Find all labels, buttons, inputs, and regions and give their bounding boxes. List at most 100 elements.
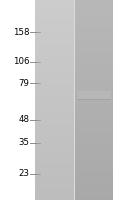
Bar	[35, 166, 73, 167]
Bar	[35, 74, 73, 75]
Bar	[35, 135, 73, 136]
Bar	[77, 97, 111, 100]
Bar	[35, 141, 73, 142]
Bar	[77, 95, 111, 100]
Bar	[35, 118, 73, 119]
Bar	[74, 152, 113, 153]
Bar	[35, 57, 73, 58]
Bar	[74, 112, 113, 113]
Bar	[74, 83, 113, 84]
Bar	[77, 95, 111, 100]
Bar	[35, 129, 73, 130]
Bar	[74, 199, 113, 200]
Bar	[35, 5, 73, 6]
Bar	[35, 149, 73, 150]
Bar	[74, 66, 113, 67]
Bar	[35, 96, 73, 97]
Bar	[35, 194, 73, 195]
Bar	[35, 45, 73, 46]
Bar	[77, 99, 111, 100]
Bar	[77, 96, 111, 100]
Bar	[35, 128, 73, 129]
Bar	[74, 36, 113, 37]
Bar	[74, 87, 113, 88]
Bar	[74, 118, 113, 119]
Bar	[74, 182, 113, 183]
Bar	[35, 39, 73, 40]
Bar	[35, 92, 73, 93]
Bar	[77, 93, 111, 100]
Bar	[74, 171, 113, 172]
Bar	[35, 94, 73, 95]
Bar	[35, 143, 73, 144]
Bar	[74, 148, 113, 149]
Bar	[35, 58, 73, 59]
Bar	[74, 168, 113, 169]
Bar	[35, 43, 73, 44]
Bar	[35, 69, 73, 70]
Bar	[35, 164, 73, 165]
Bar	[35, 72, 73, 73]
Bar	[77, 95, 111, 100]
Bar	[35, 80, 73, 81]
Bar	[74, 167, 113, 168]
Bar	[35, 196, 73, 197]
Bar	[35, 187, 73, 188]
Bar	[74, 64, 113, 65]
Bar	[74, 196, 113, 197]
Bar	[35, 63, 73, 64]
Bar	[35, 10, 73, 11]
Bar	[35, 23, 73, 24]
Bar	[35, 42, 73, 43]
Bar	[35, 113, 73, 114]
Bar	[35, 116, 73, 117]
Bar	[35, 44, 73, 45]
Bar	[74, 143, 113, 144]
Bar	[74, 181, 113, 182]
Bar	[74, 94, 113, 95]
Bar	[74, 114, 113, 115]
Bar	[35, 101, 73, 102]
Bar	[35, 25, 73, 26]
Bar	[74, 186, 113, 187]
Bar	[77, 93, 111, 99]
Bar	[35, 183, 73, 184]
Bar	[35, 136, 73, 137]
Bar	[35, 122, 73, 123]
Bar	[74, 105, 113, 106]
Bar	[35, 105, 73, 106]
Bar	[74, 120, 113, 121]
Bar	[74, 63, 113, 64]
Bar	[35, 87, 73, 88]
Bar	[74, 18, 113, 19]
Bar	[77, 95, 111, 100]
Bar	[74, 53, 113, 54]
Bar	[74, 67, 113, 68]
Bar	[35, 111, 73, 112]
Bar	[74, 44, 113, 45]
Bar	[74, 43, 113, 44]
Bar	[35, 76, 73, 77]
Bar	[74, 188, 113, 189]
Bar	[74, 88, 113, 89]
Bar	[35, 33, 73, 34]
Bar	[74, 197, 113, 198]
Bar	[35, 155, 73, 156]
Bar	[35, 78, 73, 79]
Bar	[35, 56, 73, 57]
Bar	[35, 88, 73, 89]
Bar	[74, 138, 113, 139]
Bar	[77, 94, 111, 100]
Bar	[77, 97, 111, 100]
Bar	[35, 150, 73, 151]
Bar	[74, 190, 113, 191]
Bar	[35, 106, 73, 107]
Bar	[35, 156, 73, 157]
Bar	[74, 122, 113, 123]
Bar	[35, 26, 73, 27]
Bar	[35, 75, 73, 76]
Bar	[74, 177, 113, 178]
Bar	[35, 139, 73, 140]
Bar	[77, 94, 111, 100]
Bar	[74, 34, 113, 35]
